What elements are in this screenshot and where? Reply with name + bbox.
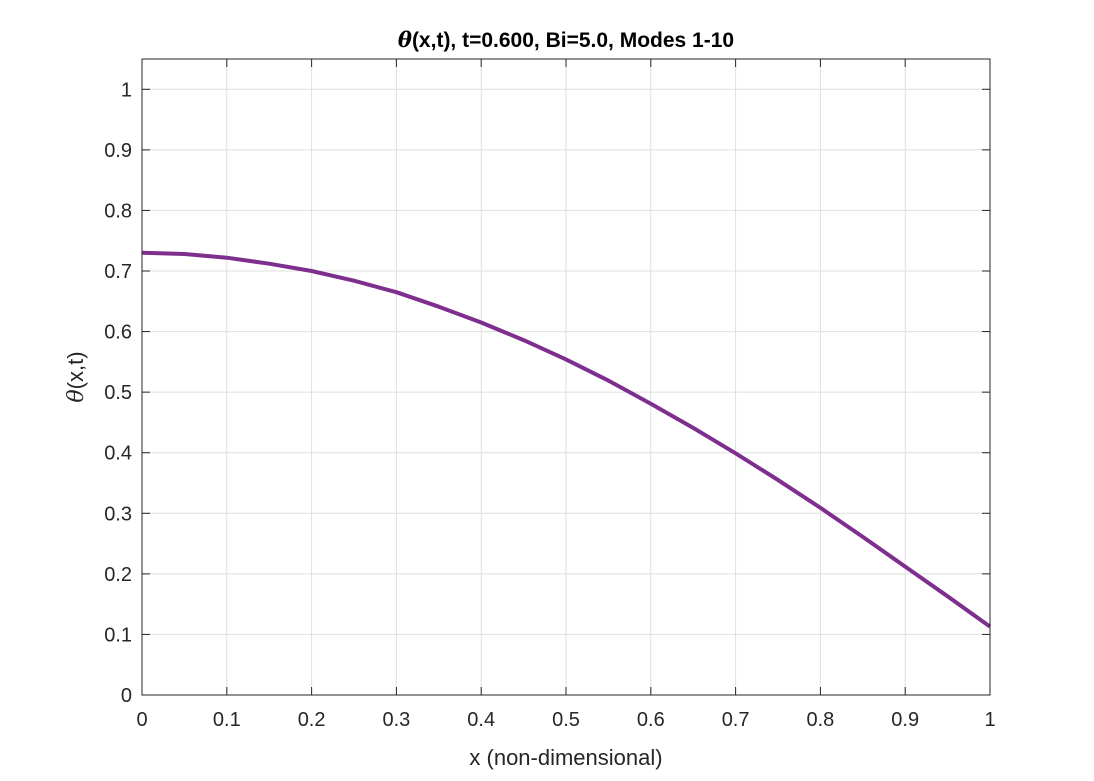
ticks	[141, 59, 991, 696]
x-tick-label: 0	[136, 709, 147, 731]
x-axis-label: x (non-dimensional)	[469, 745, 662, 770]
y-tick-label: 1	[121, 79, 132, 101]
y-tick-label: 0.7	[104, 261, 132, 283]
y-tick-label: 0.1	[104, 624, 132, 646]
y-tick-label: 0	[121, 685, 132, 707]
y-tick-label: 0.3	[104, 503, 132, 525]
tick-labels: 0 0.1 0.2 0.3 0.4 0.5 0.6 0.7 0.8 0.9 1 0 0.1 0.2 0.3 0…	[104, 79, 995, 731]
y-axis-label: θ(x,t)	[63, 351, 89, 402]
chart-title-symbol: θ	[398, 27, 412, 52]
x-tick-label: 0.4	[467, 709, 495, 731]
y-tick-label: 0.2	[104, 564, 132, 586]
y-axis-label-text: (x,t)	[63, 351, 88, 389]
x-tick-label: 0.3	[382, 709, 410, 731]
x-tick-label: 0.9	[891, 709, 919, 731]
chart-title-text: (x,t), t=0.600, Bi=5.0, Modes 1-10	[412, 29, 734, 52]
y-axis-label-symbol: θ	[64, 389, 89, 402]
x-tick-label: 0.8	[806, 709, 834, 731]
y-tick-label: 0.6	[104, 322, 132, 344]
y-tick-label: 0.8	[104, 200, 132, 222]
y-tick-label: 0.9	[104, 140, 132, 162]
x-tick-label: 0.2	[298, 709, 326, 731]
x-tick-label: 0.6	[637, 709, 665, 731]
series-layer	[141, 250, 992, 629]
chart-title: θ(x,t), t=0.600, Bi=5.0, Modes 1-10	[398, 27, 734, 52]
x-tick-label: 1	[984, 709, 995, 731]
x-tick-label: 0.1	[213, 709, 241, 731]
series-line	[141, 250, 992, 629]
y-tick-label: 0.4	[104, 443, 132, 465]
x-tick-label: 0.5	[552, 709, 580, 731]
x-tick-label: 0.7	[722, 709, 750, 731]
y-tick-label: 0.5	[104, 382, 132, 404]
